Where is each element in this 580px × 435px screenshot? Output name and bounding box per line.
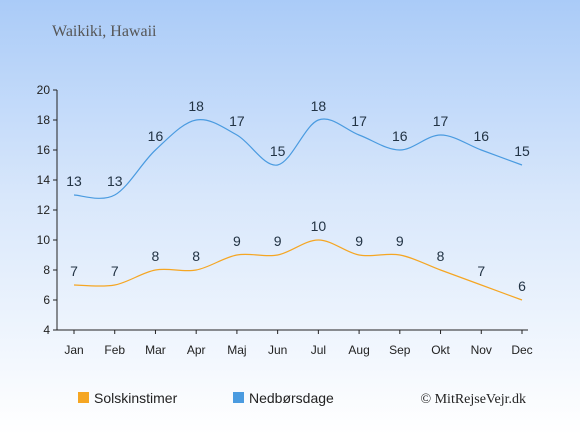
series-line-solskinstimer [73,239,523,301]
x-tick-label: Okt [431,343,450,357]
series-lines [73,118,523,301]
data-label-solskinstimer: 8 [192,248,200,264]
data-label-solskinstimer: 9 [233,233,241,249]
legend-label-solskinstimer: Solskinstimer [94,390,178,406]
data-label-solskinstimer: 7 [70,263,78,279]
x-tick-label: Sep [389,343,411,357]
x-tick-label: Mar [145,343,166,357]
credit-text: © MitRejseVejr.dk [420,392,526,407]
data-label-nedborsdage: 17 [351,113,367,129]
data-label-solskinstimer: 7 [111,263,119,279]
x-tick-label: Apr [187,343,206,357]
legend-label-nedborsdage: Nedbørsdage [249,390,334,406]
x-tick-label: Jul [311,343,326,357]
y-tick-label: 12 [37,203,51,217]
x-tick-label: Maj [227,343,246,357]
data-label-nedborsdage: 13 [107,173,123,189]
y-tick-label: 10 [37,233,51,247]
data-label-nedborsdage: 15 [270,143,286,159]
data-label-solskinstimer: 10 [311,218,327,234]
data-label-solskinstimer: 8 [152,248,160,264]
y-tick-label: 6 [43,293,50,307]
data-label-solskinstimer: 9 [396,233,404,249]
x-tick-label: Aug [348,343,369,357]
legend-swatch-nedborsdage [233,392,244,403]
data-label-solskinstimer: 8 [437,248,445,264]
data-label-nedborsdage: 17 [433,113,449,129]
chart-title: Waikiki, Hawaii [52,23,157,40]
y-tick-label: 20 [37,83,51,97]
data-label-nedborsdage: 15 [514,143,530,159]
data-label-nedborsdage: 18 [188,98,204,114]
x-tick-label: Jun [268,343,287,357]
data-label-nedborsdage: 16 [473,128,489,144]
data-label-nedborsdage: 18 [311,98,327,114]
axes: 4 6 8 10 12 14 16 18 20 Jan Feb Mar Apr Maj Jun Jul Aug S… [37,83,533,357]
x-tick-label: Nov [471,343,492,357]
data-label-solskinstimer: 7 [477,263,485,279]
data-label-solskinstimer: 9 [274,233,282,249]
x-tick-label: Feb [104,343,125,357]
y-tick-label: 18 [37,113,51,127]
x-tick-label: Dec [511,343,532,357]
data-labels: 7 7 8 8 9 9 10 9 9 8 7 6 13 13 16 18 17 15 18 17 16 17 16 15 [66,98,530,294]
data-label-nedborsdage: 16 [392,128,408,144]
data-label-nedborsdage: 17 [229,113,245,129]
data-label-solskinstimer: 6 [518,278,526,294]
y-tick-label: 4 [43,323,50,337]
y-tick-label: 16 [37,143,51,157]
y-tick-label: 8 [43,263,50,277]
data-label-nedborsdage: 16 [148,128,164,144]
legend-swatch-solskinstimer [78,392,89,403]
data-label-nedborsdage: 13 [66,173,82,189]
data-label-solskinstimer: 9 [355,233,363,249]
series-line-nedborsdage [73,118,523,199]
y-tick-label: 14 [37,173,51,187]
x-tick-label: Jan [64,343,83,357]
legend: Solskinstimer Nedbørsdage [78,390,334,406]
